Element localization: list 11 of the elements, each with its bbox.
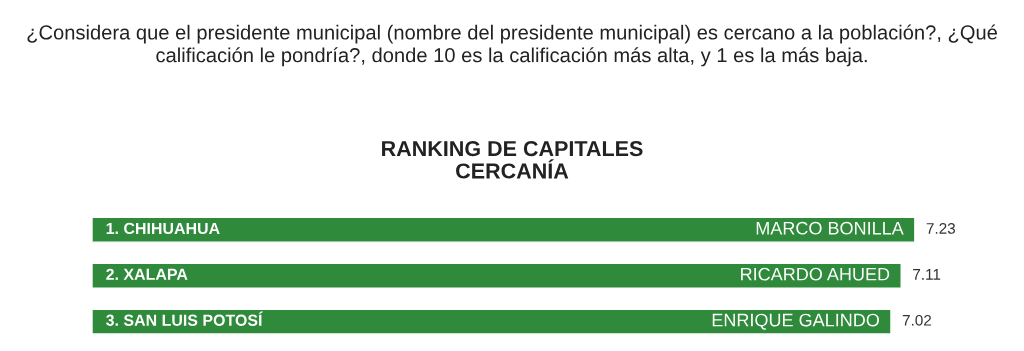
annotation: MARCO BONILLA: [756, 221, 904, 235]
y-tick-label: 3. SAN LUIS POTOSÍ: [106, 311, 263, 326]
chart-subtitle: RANKING DE CAPITALES CERCANÍA: [382, 140, 643, 179]
data-label: 7.02: [902, 314, 932, 326]
y-tick-label: 1. CHIHUAHUA: [106, 222, 220, 235]
data-label: 7.11: [913, 269, 941, 280]
data-label: 7.23: [926, 223, 956, 234]
chart-title: ¿Considera que el presidente municipal (nombre del presidente municipal) es cercano a la población?, ¿Qué calificación le pondría?, donde 10 es la calificación más alta, y 1 es la más baja.: [27, 24, 997, 67]
y-tick-label: 2. XALAPA: [106, 268, 188, 280]
annotation: ENRIQUE GALINDO: [712, 313, 879, 330]
annotation: RICARDO AHUED: [741, 267, 890, 281]
